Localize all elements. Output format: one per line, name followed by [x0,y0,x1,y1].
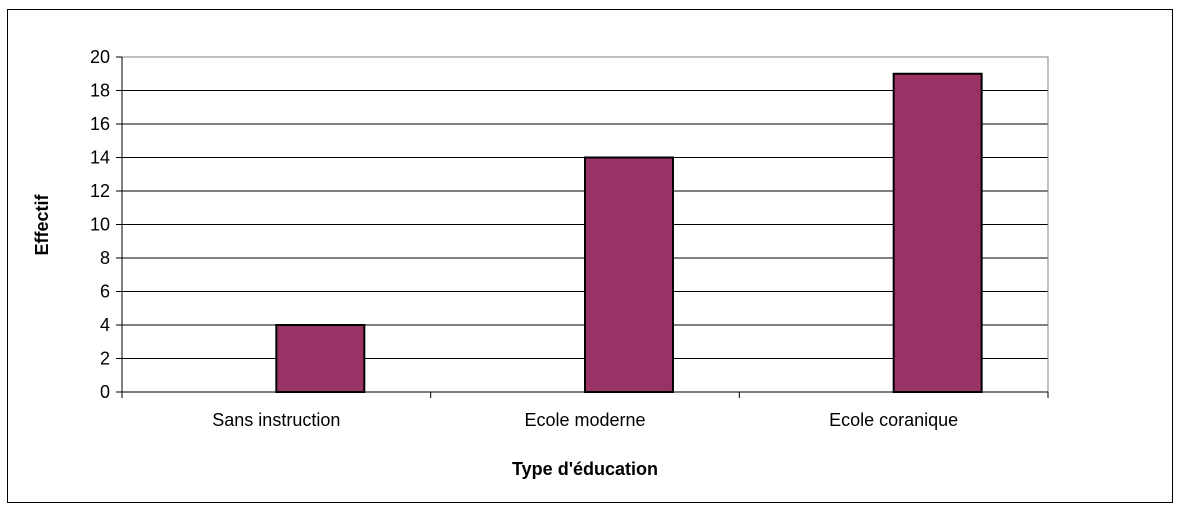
y-tick-label: 16 [90,114,110,134]
y-tick-label: 8 [100,248,110,268]
x-tick-label: Ecole coranique [829,410,958,430]
x-tick-labels: Sans instruction Ecole moderne Ecole coran… [212,410,958,430]
y-tick-label: 10 [90,215,110,235]
x-tick-label: Sans instruction [212,410,340,430]
y-tick-label: 12 [90,181,110,201]
y-tick-label: 6 [100,282,110,302]
y-tick-label: 2 [100,349,110,369]
bar [892,72,983,393]
x-tick-label: Ecole moderne [524,410,645,430]
y-tick-labels: 0 2 4 6 8 10 12 14 16 18 20 [90,47,110,402]
bar [584,156,674,393]
y-tick-label: 0 [100,382,110,402]
bars [275,72,983,393]
y-tick-label: 18 [90,81,110,101]
y-axis-title: Effectif [32,193,52,255]
y-tick-label: 20 [90,47,110,67]
y-tick-label: 4 [100,315,110,335]
bar [275,324,366,393]
x-axis-title: Type d'éducation [512,459,658,479]
y-tick-label: 14 [90,148,110,168]
axes [116,56,1049,398]
